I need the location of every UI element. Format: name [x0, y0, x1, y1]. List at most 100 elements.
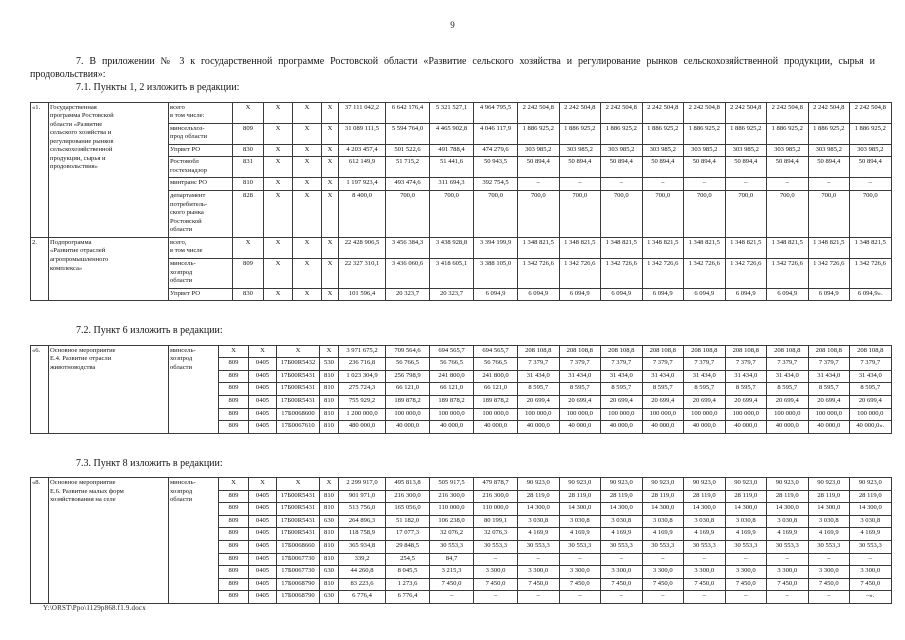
amount-cell: 1 342 726,6	[724, 257, 767, 289]
amount-cell: 40 000,0	[600, 420, 643, 434]
budget-code-cell: X	[263, 177, 293, 191]
amount-cell: 7 450,0	[724, 577, 767, 592]
amount-cell: 40 000,0	[724, 420, 767, 434]
amount-cell: 1 273,6	[385, 577, 430, 592]
amount-cell: 40 000,0	[429, 420, 474, 434]
amount-cell: 700,0	[429, 190, 474, 238]
amount-cell: 241 800,0	[473, 369, 518, 384]
amount-cell: 241 800,0	[429, 369, 474, 384]
amount-cell: 30 553,3	[473, 539, 518, 554]
amount-cell: 31 434,0	[807, 369, 850, 384]
amount-cell: 8 595,7	[683, 382, 726, 396]
table-row: 809 0405 17Б00R5431 810 901 971,0 216 300,0 21…	[31, 489, 892, 504]
amount-cell: 32 076,2	[429, 527, 474, 541]
amount-cell: 31 434,0	[517, 369, 560, 384]
budget-code-cell: 809	[218, 382, 249, 396]
amount-cell: 20 699,4	[766, 394, 809, 409]
executor-cell: минсель- хозпрод области	[168, 344, 219, 434]
amount-cell: 4 964 795,5	[473, 101, 518, 124]
amount-cell: 1 023 304,9	[338, 369, 386, 384]
amount-cell: 700,0	[558, 190, 601, 238]
amount-cell: 4 203 457,4	[338, 143, 386, 158]
amount-cell: 7 450,0	[807, 577, 850, 592]
executor-cell: минсель- хозпрод области	[168, 257, 233, 289]
amount-cell: 2 242 504,8	[766, 101, 809, 124]
amount-cell: 50 894,4	[849, 156, 892, 179]
amount-cell: 208 108,8	[724, 344, 767, 359]
footer-file-path: Y:\ORST\Ppo\1129p868.f1.9.docx	[43, 604, 146, 612]
amount-cell: 4 465 902,8	[429, 122, 474, 145]
budget-code-cell: X	[321, 122, 339, 145]
amount-cell: 1 886 925,2	[558, 122, 601, 145]
amount-cell: 7 379,7	[683, 357, 726, 371]
amount-cell: 1 886 925,2	[641, 122, 684, 145]
amount-cell: –	[473, 590, 518, 604]
amount-cell: 100 000,0	[683, 407, 726, 422]
budget-code-cell: X	[218, 477, 249, 491]
amount-cell: 6 094,9	[683, 287, 726, 302]
amount-cell: 6 094,9	[766, 287, 809, 302]
amount-cell: 90 923,0	[600, 477, 643, 491]
item-number-cell: «1.	[30, 101, 49, 238]
budget-code-cell: 809	[218, 590, 249, 604]
amount-cell: 208 108,8	[683, 344, 726, 359]
item-number-cell: 2.	[30, 236, 49, 302]
amount-cell: 90 923,0	[849, 477, 892, 491]
executor-cell: Упрвет РО	[168, 143, 233, 158]
budget-code-cell: 809	[218, 357, 249, 371]
amount-cell: 20 699,4	[849, 394, 892, 409]
amount-cell: 40 000,0	[766, 420, 809, 434]
amount-cell: 14 300,0	[807, 502, 850, 516]
amount-cell: 3 300,0	[558, 565, 601, 579]
amount-cell: 20 699,4	[600, 394, 643, 409]
amount-cell: 50 894,4	[766, 156, 809, 179]
amount-cell: 1 342 726,6	[600, 257, 643, 289]
amount-cell: 3 300,0	[473, 565, 518, 579]
executor-cell: минтранс РО	[168, 177, 233, 191]
amount-cell: 694 565,7	[473, 344, 518, 359]
amount-cell: 3 300,0	[600, 565, 643, 579]
amount-cell: 189 878,2	[473, 394, 518, 409]
event-e6-small-farms-table: «8. Основное мероприятие Е.6. Развитие ма…	[30, 477, 892, 604]
amount-cell: 14 300,0	[724, 502, 767, 516]
amount-cell: 90 923,0	[641, 477, 684, 491]
budget-code-cell: 809	[218, 552, 249, 567]
amount-cell: 303 985,2	[600, 143, 643, 158]
budget-code-cell: X	[263, 122, 293, 145]
amount-cell: 4 169,9	[724, 527, 767, 541]
amount-cell: 40 000,0».	[849, 420, 892, 434]
amount-cell: 56 766,5	[429, 357, 474, 371]
amount-cell: 3 300,0	[641, 565, 684, 579]
amount-cell: 20 323,7	[385, 287, 430, 302]
amount-cell: –	[517, 177, 560, 191]
budget-code-cell: 810	[319, 577, 339, 592]
item-number-cell: «6.	[30, 344, 49, 434]
budget-code-cell: X	[276, 344, 320, 359]
table-row: Ростовобл гостехнадзор 831 X X X 612 149,9 51 …	[31, 156, 892, 179]
amount-cell: 311 694,3	[429, 177, 474, 191]
budget-code-cell: 809	[218, 420, 249, 434]
amount-cell: 37 111 042,2	[338, 101, 386, 124]
amount-cell: 3 456 384,3	[385, 236, 430, 259]
budget-code-cell: 17Б00R5431	[276, 394, 320, 409]
amount-cell: 30 553,3	[807, 539, 850, 554]
amount-cell: 4 169,9	[766, 527, 809, 541]
amount-cell: 2 299 917,0	[338, 477, 386, 491]
amount-cell: 30 553,3	[641, 539, 684, 554]
budget-code-cell: 810	[319, 407, 339, 422]
budget-code-cell: 0405	[248, 394, 277, 409]
amount-cell: 3 300,0	[683, 565, 726, 579]
amount-cell: –	[849, 552, 892, 567]
amount-cell: 1 342 726,6	[517, 257, 560, 289]
table-row: минсельхоз- прод области 809 X X X 31 089 111…	[31, 122, 892, 145]
budget-code-cell: 17Б00R5431	[276, 527, 320, 541]
amount-cell: 6 094,9	[517, 287, 560, 302]
amount-cell: 1 342 726,6	[683, 257, 726, 289]
amount-cell: –	[724, 177, 767, 191]
amount-cell: 110 000,0	[473, 502, 518, 516]
amount-cell: 4 169,9	[641, 527, 684, 541]
budget-code-cell: 828	[232, 190, 264, 238]
budget-code-cell: X	[263, 156, 293, 179]
amount-cell: 20 699,4	[641, 394, 684, 409]
amount-cell: 208 108,8	[766, 344, 809, 359]
